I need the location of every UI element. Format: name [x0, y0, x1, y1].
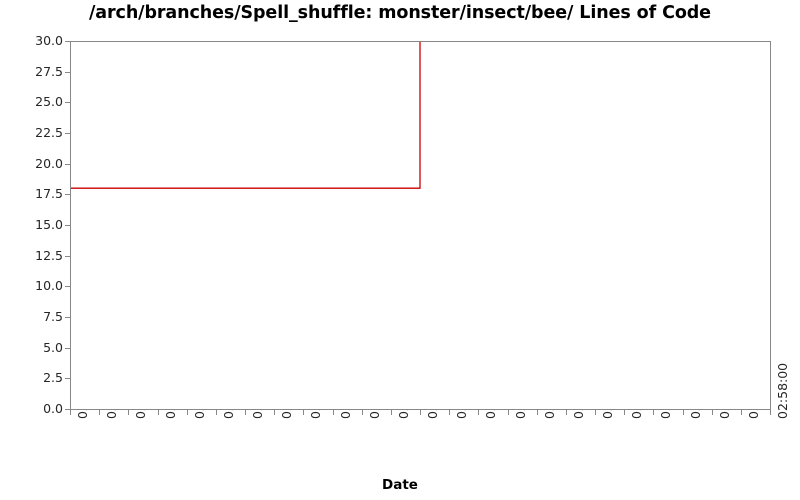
y-tick-label: 0.0: [43, 401, 63, 416]
plot-area: [70, 41, 771, 410]
x-tick-mark: [566, 410, 567, 415]
x-tick-mark: [420, 410, 421, 415]
x-tick-mark: [741, 410, 742, 415]
chart-title: /arch/branches/Spell_shuffle: monster/in…: [89, 3, 711, 23]
y-tick-mark: [65, 286, 70, 287]
y-tick-mark: [65, 102, 70, 103]
y-tick-label: 2.5: [43, 370, 63, 386]
x-tick-mark: [99, 410, 100, 415]
x-tick-mark: [449, 410, 450, 415]
x-tick-mark: [303, 410, 304, 415]
y-tick-mark: [65, 41, 70, 42]
x-tick-mark: [274, 410, 275, 415]
x-tick-mark: [391, 410, 392, 415]
x-tick-mark: [683, 410, 684, 415]
y-tick-label: 30.0: [35, 33, 63, 48]
y-tick-mark: [65, 317, 70, 318]
y-tick-mark: [65, 164, 70, 165]
x-tick-mark: [187, 410, 188, 415]
y-tick-label: 10.0: [35, 278, 63, 294]
y-tick-label: 7.5: [43, 309, 63, 324]
y-tick-label: 27.5: [35, 63, 63, 79]
y-tick-label: 25.0: [35, 94, 63, 110]
y-tick-label: 22.5: [35, 125, 63, 140]
x-tick-mark: [333, 410, 334, 415]
x-tick-mark: [537, 410, 538, 415]
x-tick-mark: [216, 410, 217, 415]
y-tick-mark: [65, 348, 70, 349]
x-tick-mark: [245, 410, 246, 415]
x-axis-label: Date: [382, 477, 418, 493]
x-tick-mark: [508, 410, 509, 415]
series-line: [71, 42, 421, 189]
x-tick-mark: [712, 410, 713, 415]
x-tick-mark: [770, 410, 771, 415]
y-tick-label: 5.0: [43, 339, 63, 355]
y-tick-mark: [65, 225, 70, 226]
x-tick-mark: [362, 410, 363, 415]
x-tick-mark: [624, 410, 625, 415]
y-tick-label: 17.5: [35, 186, 63, 202]
x-tick-label: 02:58:00: [775, 362, 790, 419]
plot-inner: [71, 42, 770, 409]
y-tick-label: 12.5: [35, 247, 63, 263]
y-axis-label: Lines: [0, 164, 3, 205]
x-tick-mark: [653, 410, 654, 415]
x-tick-mark: [158, 410, 159, 415]
x-tick-mark: [478, 410, 479, 415]
y-tick-label: 15.0: [35, 217, 63, 232]
y-tick-mark: [65, 72, 70, 73]
x-tick-mark: [128, 410, 129, 415]
y-tick-mark: [65, 378, 70, 379]
y-tick-mark: [65, 409, 70, 410]
x-tick-mark: [70, 410, 71, 415]
x-tick-mark: [595, 410, 596, 415]
y-tick-mark: [65, 256, 70, 257]
y-tick-mark: [65, 194, 70, 195]
y-tick-mark: [65, 133, 70, 134]
y-tick-label: 20.0: [35, 155, 63, 171]
series-path: [71, 42, 421, 189]
